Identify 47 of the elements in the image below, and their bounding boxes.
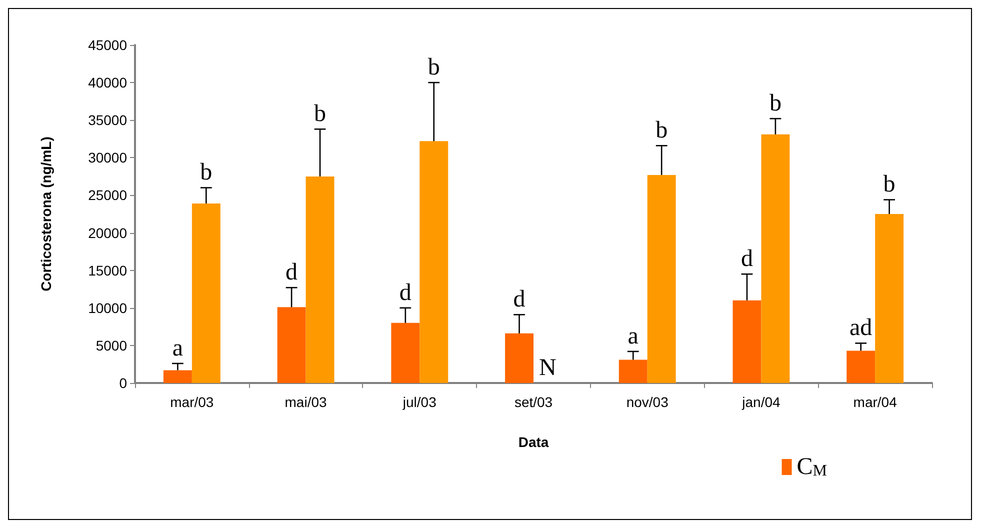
bar: [618, 360, 648, 383]
bar: [761, 134, 790, 383]
x-tick-label: jul/03: [402, 394, 437, 410]
bar: [846, 350, 876, 383]
bar: [306, 176, 334, 383]
y-tick-label: 45000: [88, 37, 128, 53]
bar: [420, 141, 448, 383]
annotation: ad: [850, 315, 872, 342]
y-tick-label: 5000: [96, 337, 128, 354]
bar: [277, 307, 306, 383]
bar: [163, 370, 192, 383]
bar: [647, 174, 676, 383]
annotation: b: [656, 118, 668, 144]
y-tick-label: 10000: [88, 300, 128, 316]
annotation: b: [428, 54, 440, 81]
y-axis-title: Corticosterona (ng/mL): [38, 136, 54, 292]
y-tick-label: 25000: [88, 187, 128, 204]
y-tick-label: 40000: [88, 74, 128, 91]
bar: [505, 333, 534, 383]
annotation: a: [628, 323, 639, 350]
y-tick-label: 20000: [88, 224, 128, 241]
annotation: d: [513, 286, 526, 313]
x-axis-title: Data: [518, 434, 549, 450]
annotation: d: [286, 260, 298, 286]
legend-label: CM: [796, 454, 828, 480]
bar: [391, 322, 420, 383]
x-tick-label: mai/03: [284, 394, 328, 410]
annotation: d: [740, 246, 753, 272]
x-tick-label: mar/03: [170, 394, 214, 410]
annotation: a: [172, 335, 184, 362]
y-tick-label: 30000: [88, 150, 128, 166]
annotation: b: [200, 160, 212, 186]
x-tick-label: set/03: [514, 394, 553, 410]
y-tick-label: 0: [119, 375, 128, 391]
bar: [875, 214, 904, 383]
bar: [732, 300, 762, 383]
annotation: b: [769, 90, 782, 117]
x-tick-label: mar/04: [853, 394, 898, 410]
y-tick-label: 35000: [88, 112, 128, 128]
y-tick-label: 15000: [88, 262, 128, 278]
bar: [192, 203, 220, 383]
annotation: d: [399, 280, 412, 306]
annotation: b: [314, 101, 326, 128]
annotation: b: [883, 172, 896, 198]
x-tick-label: nov/03: [626, 394, 669, 410]
x-tick-label: jan/04: [741, 394, 780, 410]
annotation: N: [539, 355, 556, 381]
